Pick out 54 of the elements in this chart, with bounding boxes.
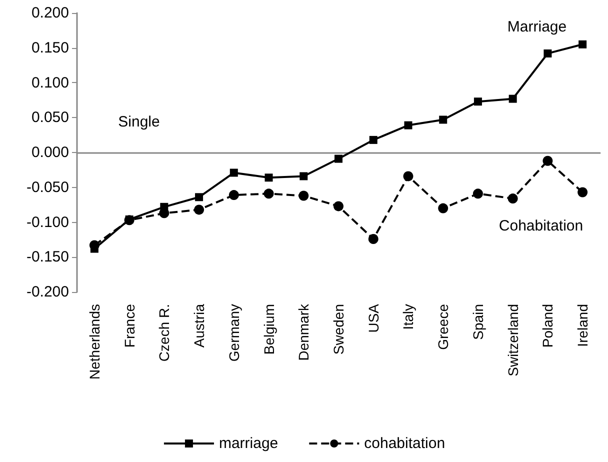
x-tick-label: Ireland [574,304,591,347]
x-tick-label: Spain [470,304,486,340]
point [439,116,448,124]
point [300,172,308,180]
point [334,154,342,163]
annotation: Marriage [507,18,567,36]
annotation: Cohabitation [498,218,584,234]
legend-label: cohabitation [364,435,446,452]
y-tick-label: -0.050 [26,178,69,196]
point [228,190,239,200]
y-tick-label: -0.100 [26,214,69,231]
point [195,193,204,202]
x-tick-label: Germany [226,304,242,362]
x-tick-label: Italy [400,304,416,330]
x-tick-label: Czech R. [156,304,172,362]
point [403,171,414,182]
x-tick-label: USA [365,303,382,333]
point [264,174,273,182]
point [334,201,344,212]
x-tick-label: France [121,304,138,348]
point [159,208,170,218]
x-tick-label: Belgium [260,304,277,355]
point [438,203,448,214]
x-tick-label: Denmark [296,303,312,361]
annotation: Single [118,114,160,130]
point [578,40,587,48]
x-tick-label: Poland [540,304,556,348]
point [474,98,482,106]
point [230,168,238,177]
y-tick-label: -0.200 [26,284,69,300]
point [264,188,274,199]
y-tick-label: 0.000 [31,144,69,161]
y-tick-label: 0.100 [31,74,69,92]
point [508,94,517,103]
point [542,156,553,166]
legend-label: marriage [218,435,278,452]
point [544,49,552,58]
x-tick-label: Austria [191,304,208,348]
x-tick-label: Netherlands [86,304,102,380]
point [404,121,412,130]
point [472,188,483,199]
point [298,190,309,201]
y-tick-label: 0.200 [31,4,69,22]
x-tick-label: Switzerland [504,304,521,376]
point [508,194,518,204]
y-tick-label: 0.150 [31,39,69,56]
point [578,187,588,198]
point [194,204,204,215]
point [368,234,378,244]
x-tick-label: Greece [435,304,452,350]
point [369,136,378,144]
y-tick-label: -0.150 [26,248,69,266]
x-tick-label: Sweden [330,304,346,355]
y-tick-label: 0.050 [31,109,69,126]
